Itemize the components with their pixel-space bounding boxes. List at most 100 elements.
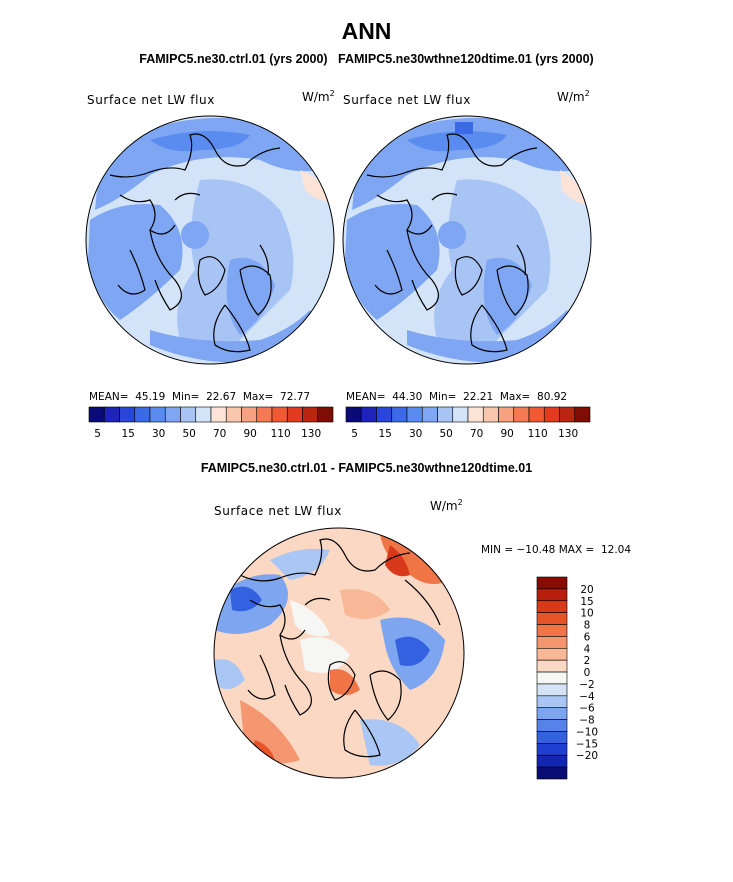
- top-maps-canvas: 5 15 30 50 70 90 110 130 5 15 30 50 70 90 110 130: [85, 115, 592, 440]
- left-colorbar-swatch: [119, 406, 136, 423]
- left-colorbar-tick-label: 90: [243, 428, 256, 440]
- left-colorbar-swatch: [286, 406, 303, 423]
- difference-colorbar-tick-label: 4: [584, 643, 591, 655]
- left-colorbar-swatch: [180, 406, 197, 423]
- difference-colorbar-tick-label: 0: [584, 667, 591, 679]
- left-colorbar-tick-label: 110: [271, 428, 291, 440]
- left-polar-map: [86, 116, 334, 364]
- left-mean-value: 45.19: [135, 391, 166, 403]
- right-colorbar: 5 15 30 50 70 90 110 130: [345, 406, 591, 440]
- left-colorbar-tick-label: 15: [121, 428, 134, 440]
- right-map-border: [342, 115, 592, 365]
- right-colorbar-tick-label: 30: [409, 428, 422, 440]
- difference-colorbar-tick-label: −10: [576, 726, 598, 738]
- difference-colorbar-tick-label: −6: [579, 703, 595, 715]
- difference-colorbar-swatch: [536, 719, 568, 732]
- right-colorbar-swatch: [482, 406, 499, 423]
- left-map-border: [85, 115, 335, 365]
- difference-colorbar-tick-label: 20: [580, 584, 593, 596]
- right-colorbar-tick-label: 90: [500, 428, 513, 440]
- right-colorbar-swatch: [559, 406, 576, 423]
- difference-colorbar-swatch: [536, 636, 568, 649]
- difference-coastlines: [239, 538, 441, 758]
- difference-colorbar-swatch: [536, 743, 568, 756]
- left-colorbar: 5 15 30 50 70 90 110 130: [88, 406, 334, 440]
- right-colorbar-swatch: [345, 406, 362, 423]
- right-colorbar-swatch: [421, 406, 438, 423]
- right-colorbar-swatch: [498, 406, 515, 423]
- right-panel-stats: MEAN= 44.30 Min= 22.21 Max= 80.92: [346, 391, 567, 403]
- difference-colorbar-swatch: [536, 588, 568, 602]
- left-mean-label: MEAN=: [89, 391, 129, 403]
- left-colorbar-tick-label: 130: [301, 428, 321, 440]
- difference-colorbar-swatch: [536, 754, 568, 768]
- right-colorbar-tick-label: 15: [378, 428, 391, 440]
- right-panel-label: Surface net LW flux: [343, 93, 471, 107]
- difference-min-max: MIN = −10.48 MAX = 12.04: [481, 544, 631, 556]
- left-colorbar-tick-label: 50: [182, 428, 195, 440]
- case-right-name: FAMIPC5.ne30wthne120dtime.01 (yrs 2000): [338, 52, 594, 66]
- difference-colorbar-tick-label: −15: [576, 738, 598, 750]
- right-panel-units: W/m2: [557, 89, 590, 104]
- left-colorbar-tick-label: 5: [94, 428, 101, 440]
- left-colorbar-swatch: [225, 406, 242, 423]
- right-colorbar-tick-label: 50: [439, 428, 452, 440]
- difference-map-border: [213, 527, 465, 779]
- difference-colorbar-tick-label: 8: [584, 620, 591, 632]
- left-colorbar-swatch: [195, 406, 212, 423]
- difference-colorbar-swatch: [536, 671, 568, 685]
- difference-colorbar-tick-label: −2: [579, 679, 594, 691]
- left-colorbar-swatch: [271, 406, 288, 423]
- left-colorbar-swatch: [88, 406, 105, 423]
- difference-title: FAMIPC5.ne30.ctrl.01 - FAMIPC5.ne30wthne…: [200, 461, 533, 475]
- left-min-label: Min=: [171, 391, 200, 403]
- left-colorbar-swatch: [149, 406, 166, 423]
- difference-colorbar-swatch: [536, 766, 568, 780]
- difference-colorbar-swatch: [536, 647, 568, 661]
- left-colorbar-swatch: [256, 406, 273, 423]
- left-colorbar-swatch: [103, 406, 120, 423]
- difference-colorbar-swatch: [536, 707, 568, 720]
- difference-max-label: MAX =: [558, 544, 595, 556]
- left-colorbar-swatch: [317, 406, 334, 423]
- right-colorbar-swatch: [467, 406, 484, 423]
- difference-panel-label: Surface net LW flux: [214, 504, 342, 518]
- case-names: FAMIPC5.ne30.ctrl.01 (yrs 2000) FAMIPC5.…: [0, 52, 733, 66]
- difference-colorbar-swatch: [536, 576, 568, 590]
- right-min-value: 22.21: [463, 391, 494, 403]
- right-colorbar-swatch: [406, 406, 423, 423]
- difference-colorbar-tick-label: 10: [580, 608, 593, 620]
- right-colorbar-swatch: [528, 406, 545, 423]
- right-polar-map: [343, 116, 591, 364]
- difference-colorbar-tick-label: −4: [579, 691, 595, 703]
- right-colorbar-swatch: [574, 406, 591, 423]
- difference-colorbar-swatch: [536, 731, 568, 744]
- difference-polar-map: [214, 528, 464, 778]
- difference-colorbar-swatch: [536, 695, 568, 709]
- page-title: ANN: [341, 18, 392, 44]
- right-colorbar-swatch: [391, 406, 408, 423]
- right-coastlines: [366, 133, 538, 353]
- difference-colorbar-tick-label: 15: [580, 596, 593, 608]
- left-min-value: 22.67: [206, 391, 237, 403]
- right-colorbar-swatch: [376, 406, 393, 423]
- right-mean-label: MEAN=: [346, 391, 386, 403]
- left-max-label: Max=: [242, 391, 274, 403]
- difference-panel-units: W/m2: [430, 498, 463, 513]
- left-colorbar-tick-label: 70: [213, 428, 226, 440]
- difference-colorbar-swatch: [536, 612, 568, 625]
- left-colorbar-swatch: [302, 406, 319, 423]
- right-max-value: 80.92: [537, 391, 568, 403]
- right-max-label: Max=: [499, 391, 531, 403]
- right-colorbar-swatch: [452, 406, 469, 423]
- difference-max-value: 12.04: [600, 544, 632, 556]
- difference-min-label: MIN =: [481, 544, 514, 556]
- difference-colorbar-swatch: [536, 683, 568, 697]
- right-colorbar-tick-label: 130: [558, 428, 578, 440]
- left-colorbar-tick-label: 30: [152, 428, 165, 440]
- right-colorbar-swatch: [543, 406, 560, 423]
- left-panel-units: W/m2: [302, 89, 335, 104]
- right-min-label: Min=: [428, 391, 457, 403]
- left-panel-stats: MEAN= 45.19 Min= 22.67 Max= 72.77: [89, 391, 310, 403]
